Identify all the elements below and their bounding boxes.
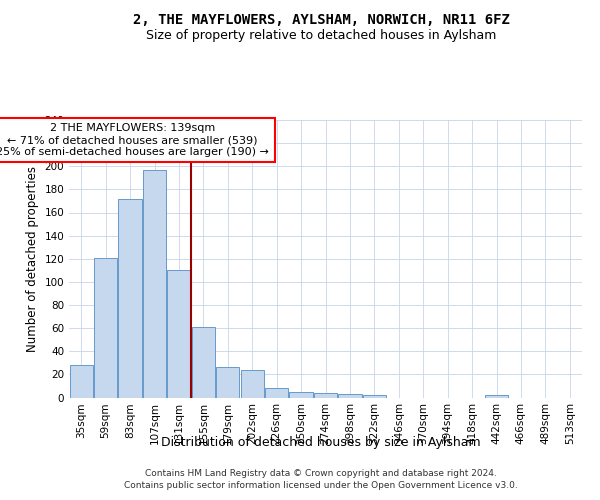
Bar <box>338 394 362 398</box>
Bar <box>241 370 264 398</box>
Bar <box>216 368 239 398</box>
Text: Size of property relative to detached houses in Aylsham: Size of property relative to detached ho… <box>146 28 496 42</box>
Bar <box>265 388 288 398</box>
Bar <box>192 327 215 398</box>
Bar <box>314 393 337 398</box>
Text: 2 THE MAYFLOWERS: 139sqm  
← 71% of detached houses are smaller (539)
25% of sem: 2 THE MAYFLOWERS: 139sqm ← 71% of detach… <box>0 124 269 156</box>
Bar <box>70 365 93 398</box>
Text: Contains public sector information licensed under the Open Government Licence v3: Contains public sector information licen… <box>124 482 518 490</box>
Bar <box>167 270 191 398</box>
Text: Distribution of detached houses by size in Aylsham: Distribution of detached houses by size … <box>161 436 481 449</box>
Text: 2, THE MAYFLOWERS, AYLSHAM, NORWICH, NR11 6FZ: 2, THE MAYFLOWERS, AYLSHAM, NORWICH, NR1… <box>133 12 509 26</box>
Bar <box>94 258 117 398</box>
Bar <box>363 395 386 398</box>
Bar <box>118 198 142 398</box>
Bar <box>485 395 508 398</box>
Bar <box>143 170 166 398</box>
Bar <box>289 392 313 398</box>
Y-axis label: Number of detached properties: Number of detached properties <box>26 166 39 352</box>
Text: Contains HM Land Registry data © Crown copyright and database right 2024.: Contains HM Land Registry data © Crown c… <box>145 470 497 478</box>
